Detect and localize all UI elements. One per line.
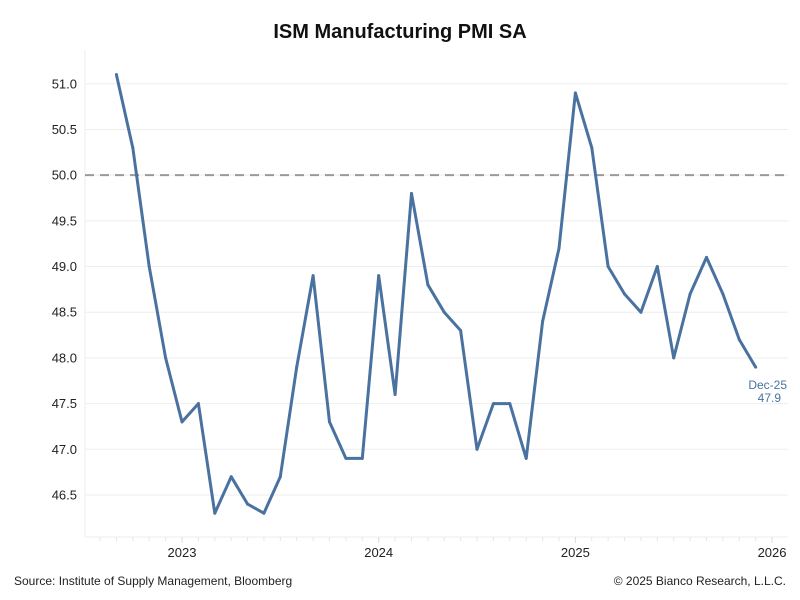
data-point-Jan-24 <box>377 274 381 278</box>
last-value-label: 47.9 <box>758 391 782 405</box>
data-point-Sep-25 <box>704 255 708 259</box>
y-tick-label: 48.5 <box>52 305 77 320</box>
y-tick-label: 50.0 <box>52 168 77 183</box>
y-tick-label: 51.0 <box>52 76 77 91</box>
data-point-May-24 <box>442 310 446 314</box>
data-point-Mar-23 <box>213 511 217 515</box>
data-point-Dec-24 <box>557 246 561 250</box>
data-point-Oct-22 <box>131 146 135 150</box>
x-tick-label: 2026 <box>758 545 787 560</box>
y-tick-label: 48.0 <box>52 350 77 365</box>
data-point-Nov-23 <box>344 456 348 460</box>
data-point-Jan-23 <box>180 420 184 424</box>
data-point-Feb-23 <box>196 402 200 406</box>
data-point-Sep-22 <box>114 73 118 77</box>
data-point-Mar-25 <box>606 265 610 269</box>
y-tick-label: 50.5 <box>52 122 77 137</box>
data-point-Aug-23 <box>295 365 299 369</box>
data-point-May-23 <box>246 502 250 506</box>
data-point-Jun-25 <box>655 265 659 269</box>
data-point-Feb-24 <box>393 392 397 396</box>
data-points <box>114 73 758 515</box>
data-point-Jul-25 <box>672 356 676 360</box>
data-point-Aug-24 <box>491 402 495 406</box>
x-axis-ticks: 2023 2024 2025 2026 <box>99 537 787 560</box>
data-point-Jun-24 <box>459 329 463 333</box>
data-point-Oct-25 <box>721 292 725 296</box>
y-axis-ticks: 46.5 47.0 47.5 48.0 48.5 49.0 49.5 50.0 50.5 51.0 <box>52 76 77 502</box>
chart-title: ISM Manufacturing PMI SA <box>273 21 526 43</box>
y-tick-label: 49.0 <box>52 259 77 274</box>
data-point-Dec-23 <box>360 456 364 460</box>
data-point-Sep-24 <box>508 402 512 406</box>
y-tick-label: 47.5 <box>52 396 77 411</box>
series-line <box>114 73 758 515</box>
x-tick-label: 2023 <box>168 545 197 560</box>
data-point-Oct-23 <box>328 420 332 424</box>
data-point-Sep-23 <box>311 274 315 278</box>
data-point-May-25 <box>639 310 643 314</box>
data-point-Jul-24 <box>475 447 479 451</box>
source-note: Source: Institute of Supply Management, … <box>14 574 292 588</box>
data-point-Aug-25 <box>688 292 692 296</box>
y-tick-label: 46.5 <box>52 487 77 502</box>
data-point-Apr-24 <box>426 283 430 287</box>
y-tick-label: 47.0 <box>52 442 77 457</box>
data-point-Dec-22 <box>164 356 168 360</box>
last-value-date-label: Dec-25 <box>748 378 787 392</box>
data-point-Jun-23 <box>262 511 266 515</box>
data-point-Feb-25 <box>590 146 594 150</box>
data-point-Nov-24 <box>541 319 545 323</box>
data-point-Apr-25 <box>623 292 627 296</box>
copyright-note: © 2025 Bianco Research, L.L.C. <box>614 574 786 588</box>
data-point-Nov-22 <box>147 265 151 269</box>
data-point-Dec-25 <box>754 365 758 369</box>
data-point-Oct-24 <box>524 456 528 460</box>
data-point-Jul-23 <box>278 475 282 479</box>
x-tick-label: 2024 <box>364 545 393 560</box>
data-point-Nov-25 <box>737 338 741 342</box>
data-point-Apr-23 <box>229 475 233 479</box>
x-tick-label: 2025 <box>561 545 590 560</box>
y-tick-label: 49.5 <box>52 213 77 228</box>
data-point-Mar-24 <box>409 191 413 195</box>
gridlines <box>84 50 788 538</box>
data-point-Jan-25 <box>573 91 577 95</box>
